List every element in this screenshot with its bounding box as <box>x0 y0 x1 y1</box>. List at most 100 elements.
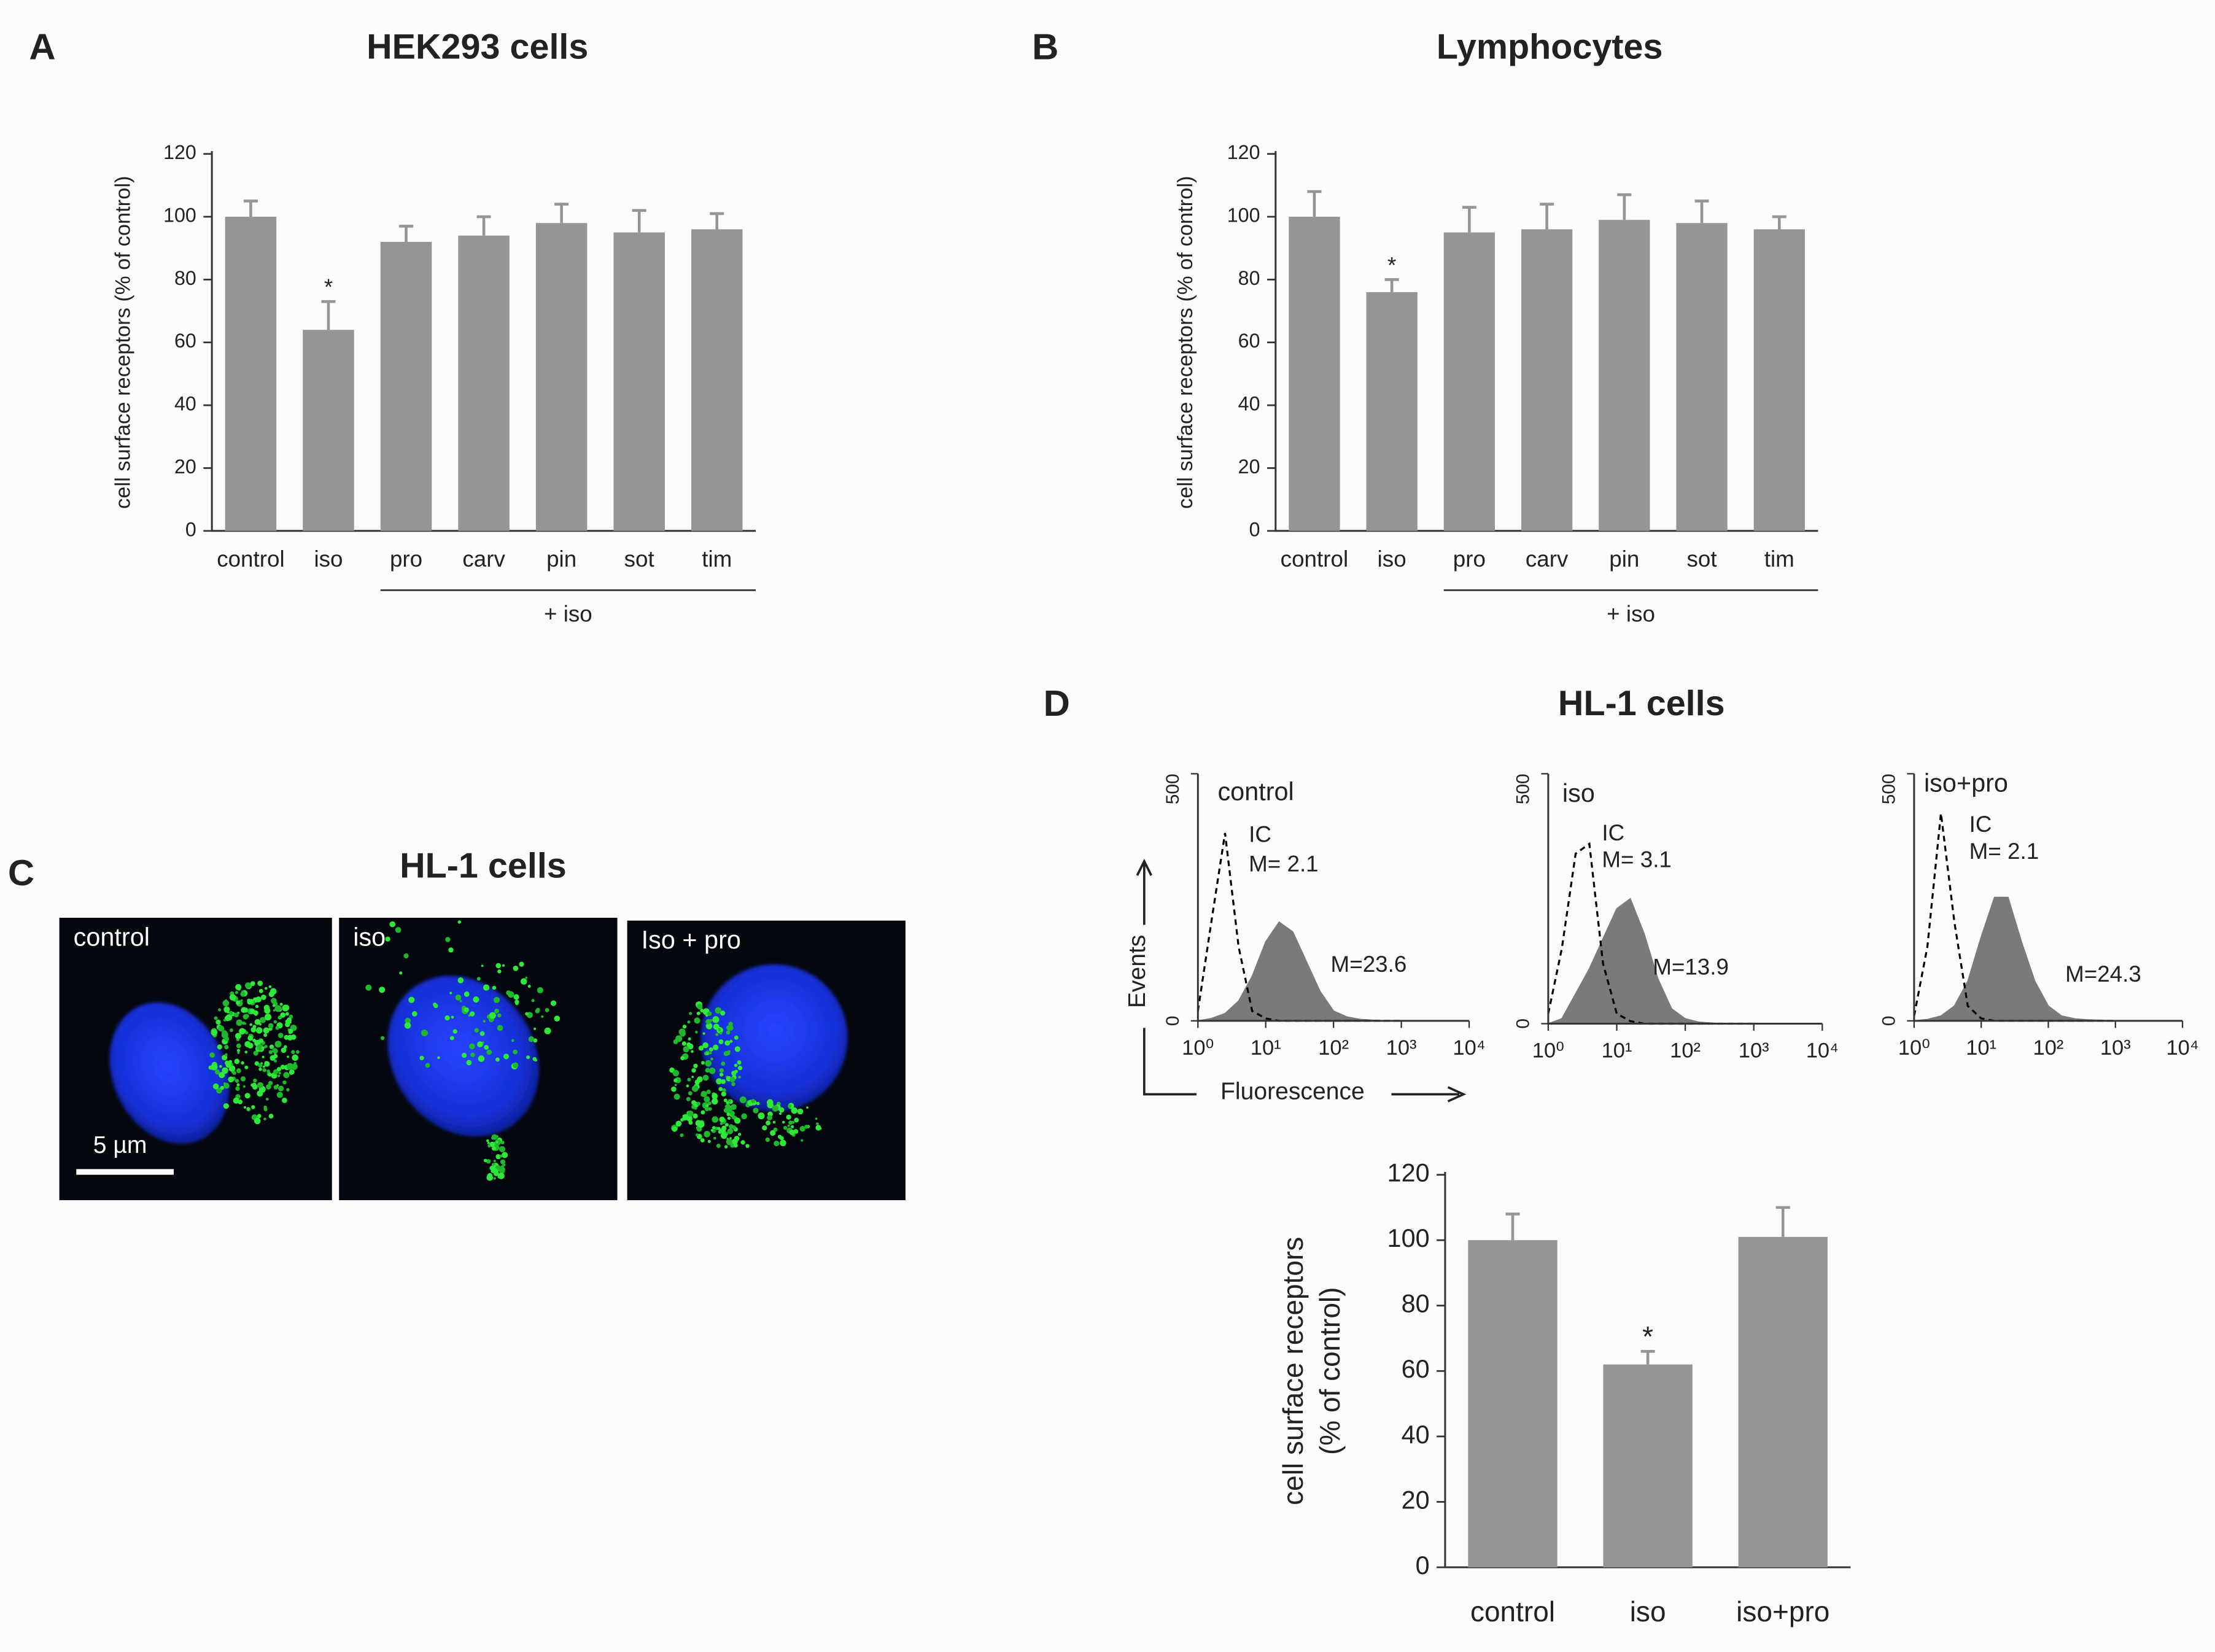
fluorescent-spot <box>537 987 543 994</box>
fluorescent-spot <box>734 1136 740 1141</box>
fluorescent-spot <box>526 1055 530 1060</box>
fluorescent-spot <box>696 1011 700 1015</box>
fluorescent-spot <box>244 1014 249 1018</box>
fluorescent-spot <box>680 1133 684 1138</box>
fluorescent-spot <box>483 1158 487 1163</box>
median-label: M=24.3 <box>2065 961 2141 987</box>
fluorescent-spot <box>708 1047 713 1052</box>
axis-arrow <box>1136 858 1152 925</box>
fluorescent-spot <box>280 1012 286 1018</box>
image-caption: iso <box>353 923 386 951</box>
fluorescent-spot <box>246 1107 250 1111</box>
fluorescent-spot <box>705 1060 712 1067</box>
fluorescent-spot <box>494 1009 499 1014</box>
fluorescent-spot <box>801 1139 804 1142</box>
x-tick-label: 10⁰ <box>1532 1039 1564 1063</box>
median-label: M= 3.1 <box>1602 847 1672 872</box>
fluorescent-spot <box>502 964 505 967</box>
chart-title: HL-1 cells <box>1558 684 1725 723</box>
fluorescent-spot <box>271 998 277 1004</box>
fluorescent-spot <box>710 1057 713 1061</box>
fluorescent-spot <box>734 1046 740 1052</box>
fluorescent-spot <box>493 996 500 1003</box>
fluorescent-spot <box>252 1084 258 1090</box>
fluorescent-spot <box>727 1117 731 1120</box>
fluorescent-spot <box>707 1139 711 1143</box>
y-tick-label: 40 <box>1402 1421 1430 1449</box>
fluorescent-spot <box>513 1062 519 1068</box>
y-tick-label: 0 <box>1879 1016 1899 1026</box>
fluorescent-spot <box>258 1068 262 1071</box>
fluorescent-spot <box>707 1011 712 1016</box>
fluorescent-spot <box>751 1099 756 1103</box>
fluorescent-spot <box>777 1134 782 1139</box>
fluorescent-spot <box>789 1130 795 1135</box>
fluorescent-spot <box>682 1025 687 1029</box>
fluorescent-spot <box>494 1168 498 1173</box>
fluorescent-spot <box>219 1072 225 1079</box>
fluorescent-spot <box>492 1134 496 1138</box>
fluorescent-spot <box>268 991 274 998</box>
fluorescent-spot <box>791 1120 795 1124</box>
fluorescent-spot <box>698 1045 704 1051</box>
fluorescent-spot <box>229 994 236 1001</box>
fluorescent-spot <box>219 1064 222 1068</box>
y-axis-label: Events <box>1124 935 1150 1008</box>
fluorescent-spot <box>273 1020 277 1024</box>
y-tick-label: 20 <box>174 456 196 478</box>
fluorescent-spot <box>277 1033 284 1038</box>
fluorescent-spot <box>389 921 396 928</box>
fluorescent-spot <box>255 996 262 1002</box>
fluorescent-spot <box>791 1107 798 1114</box>
fluorescent-spot <box>686 1042 691 1047</box>
fluorescent-spot <box>474 1028 479 1033</box>
bar <box>1468 1240 1557 1567</box>
error-bar <box>1775 1206 1790 1237</box>
error-bar <box>632 209 646 233</box>
fluorescent-spot <box>688 1037 691 1041</box>
x-tick-label: pro <box>390 546 422 572</box>
fluorescent-spot <box>250 981 255 987</box>
fluorescent-spot <box>263 1033 268 1037</box>
fluorescent-spot <box>236 1049 240 1052</box>
y-axis-label: cell surface receptors (% of control) <box>112 176 135 509</box>
fluorescent-spot <box>513 965 519 971</box>
x-tick-label: control <box>1470 1596 1555 1627</box>
x-axis-label: Fluorescence <box>1220 1079 1365 1105</box>
axis-arrow <box>1391 1086 1467 1103</box>
error-bar <box>1640 1350 1655 1365</box>
fluorescent-spot <box>683 1118 686 1121</box>
fluorescent-spot <box>694 1079 700 1085</box>
fluorescent-spot <box>282 1080 287 1085</box>
fluorescent-spot <box>486 1049 492 1055</box>
fluorescent-spot <box>486 987 489 990</box>
fluorescent-spot <box>788 1104 792 1109</box>
fluorescent-spot <box>765 1137 770 1142</box>
fluorescent-spot <box>273 1059 277 1063</box>
fluorescent-spot <box>696 1101 701 1106</box>
group-label: + iso <box>544 602 592 627</box>
fluorescent-spot <box>264 1061 269 1066</box>
fluorescent-spot <box>403 953 409 959</box>
error-bar <box>1307 190 1322 217</box>
fluorescent-spot <box>399 971 403 975</box>
fluorescent-spot <box>783 1126 788 1130</box>
fluorescent-spot <box>762 1125 767 1131</box>
fluorescent-spot <box>712 1117 717 1123</box>
fluorescent-spot <box>495 1135 499 1138</box>
fluorescent-spot <box>738 1076 741 1079</box>
x-tick-label: iso <box>1378 546 1406 572</box>
error-bar <box>1384 278 1399 292</box>
y-tick-label: 40 <box>1238 393 1260 415</box>
fluorescent-spot <box>734 1063 738 1068</box>
fluorescent-spot <box>404 1022 411 1029</box>
fluorescent-spot <box>734 1117 741 1124</box>
fluorescent-spot <box>495 1141 498 1144</box>
y-tick-label: 500 <box>1879 774 1899 804</box>
fluorescent-spot <box>728 1022 733 1026</box>
fluorescent-spot <box>702 1032 705 1035</box>
fluorescent-spot <box>697 1121 704 1127</box>
fluorescent-spot <box>264 1045 268 1049</box>
fluorescent-spot <box>211 1063 218 1071</box>
panel-label: A <box>29 26 55 67</box>
